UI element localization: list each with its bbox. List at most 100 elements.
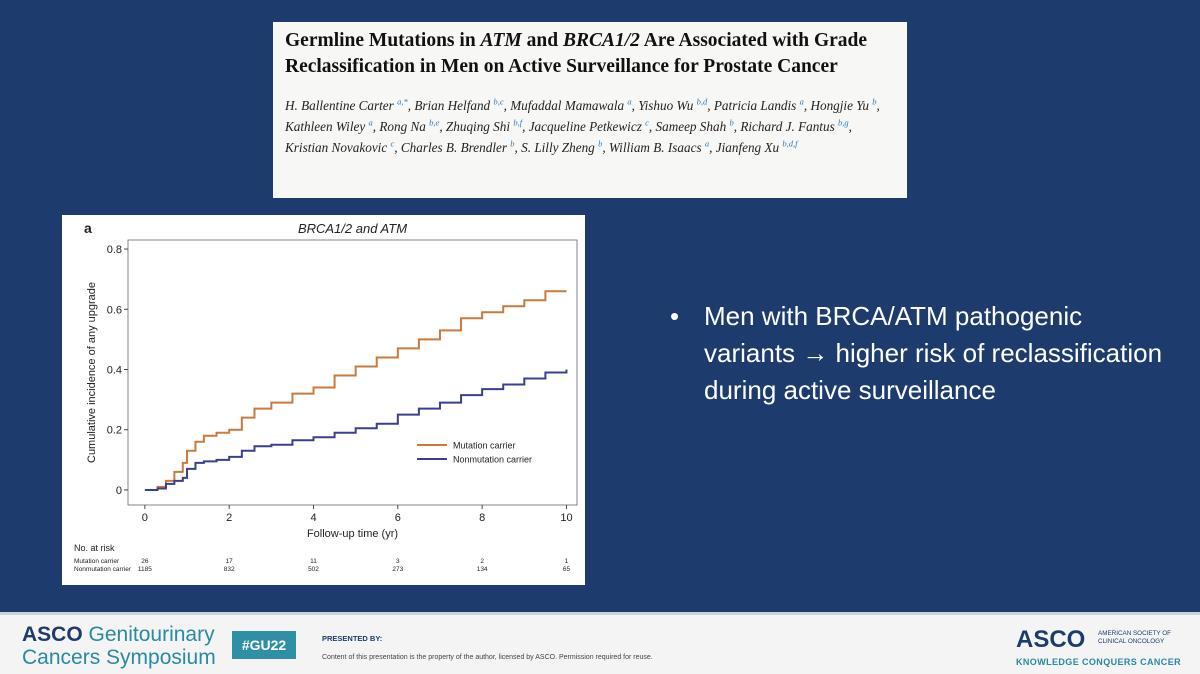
- society-line: CLINICAL ONCOLOGY: [1098, 638, 1165, 645]
- risk-value: 832: [224, 566, 235, 573]
- risk-value: 17: [226, 558, 234, 565]
- author: Brian Helfand b,c: [414, 97, 510, 114]
- author-name: Sameep Shah: [655, 119, 727, 135]
- paper-title: Germline Mutations in ATM and BRCA1/2 Ar…: [285, 28, 895, 80]
- society-line: AMERICAN SOCIETY OF: [1098, 630, 1172, 637]
- bullet: Men with BRCA/ATM pathogenic variants → …: [670, 298, 1164, 409]
- risk-value: 134: [477, 566, 488, 573]
- hashtag: #GU22: [232, 631, 296, 659]
- logo: ASCO: [1016, 626, 1086, 653]
- tagline: KNOWLEDGE CONQUERS CANCER: [1016, 657, 1182, 667]
- plot-frame: [127, 239, 578, 506]
- title-part: Germline Mutations in: [285, 30, 481, 51]
- title-part: and: [521, 30, 563, 51]
- author: Jacqueline Petkewicz c: [529, 117, 656, 134]
- risk-row-label: Mutation carrier: [74, 558, 120, 565]
- affiliation: c: [390, 138, 395, 149]
- author: Charles B. Brendler b: [400, 138, 521, 156]
- y-tick-label: 0.4: [107, 364, 122, 376]
- series-line: [144, 290, 567, 491]
- author: Hongjie Yu b: [810, 97, 879, 114]
- author: Rong Na b,e: [379, 117, 446, 134]
- meeting-name: Cancers Symposium: [22, 646, 216, 669]
- author: Richard J. Fantus b,g: [740, 118, 852, 135]
- risk-value: 2: [480, 558, 484, 565]
- risk-value: 65: [563, 566, 571, 573]
- x-tick-label: 2: [226, 512, 232, 524]
- x-tick-label: 6: [395, 512, 401, 524]
- title-part: ATM: [480, 30, 522, 51]
- x-tick-label: 8: [479, 512, 485, 524]
- org: ASCO: [22, 623, 83, 646]
- author-name: Jianfeng Xu: [715, 140, 780, 156]
- title-part: Are Associated with Grade Reclassificati…: [285, 30, 868, 77]
- legend-label: Nonmutation carrier: [453, 455, 532, 465]
- author-name: S. Lilly Zheng: [521, 140, 595, 156]
- author-list: H. Ballentine Carter a,*Brian Helfand b,…: [285, 94, 895, 157]
- affiliation: a,*: [397, 97, 408, 107]
- society: AMERICAN SOCIETY OF CLINICAL ONCOLOGY: [1098, 630, 1171, 646]
- affiliation: b: [510, 138, 515, 149]
- affiliation: b,f: [513, 117, 523, 128]
- author-name: William B. Isaacs: [608, 140, 702, 156]
- author-name: Yishuo Wu: [638, 98, 694, 114]
- author: H. Ballentine Carter a,*: [285, 97, 414, 114]
- risk-value: 273: [392, 566, 403, 573]
- author-name: Charles B. Brendler: [400, 140, 507, 156]
- affiliation: b,d: [696, 97, 708, 107]
- author-name: Hongjie Yu: [810, 98, 869, 114]
- y-tick-label: 0.6: [107, 304, 122, 316]
- author: Patricia Landis a: [713, 97, 811, 114]
- author: Kristian Novakovic c: [285, 138, 401, 156]
- risk-row-label: Nonmutation carrier: [74, 566, 132, 573]
- affiliation: b: [872, 97, 877, 107]
- x-axis-label: Follow-up time (yr): [307, 528, 398, 540]
- affiliation: a: [704, 138, 710, 149]
- affiliation: b,c: [493, 97, 504, 107]
- affiliation: b,e: [429, 117, 440, 128]
- author-name: Zhuqing Shi: [445, 119, 511, 135]
- y-tick-label: 0: [116, 485, 122, 497]
- affiliation: a: [368, 117, 373, 128]
- author-name: Richard J. Fantus: [740, 119, 835, 135]
- author-name: Patricia Landis: [713, 98, 797, 114]
- author: S. Lilly Zheng b: [521, 138, 609, 156]
- author-name: Mufaddal Mamawala: [510, 98, 625, 114]
- author-name: H. Ballentine Carter: [285, 98, 394, 114]
- author: Jianfeng Xu b,d,f: [715, 138, 798, 156]
- x-tick-label: 0: [142, 512, 148, 524]
- author-name: Kristian Novakovic: [285, 140, 388, 156]
- risk-value: 11: [310, 558, 317, 565]
- affiliation: b: [729, 117, 734, 128]
- author: Yishuo Wu b,d: [638, 97, 714, 114]
- legend-label: Mutation carrier: [453, 441, 516, 451]
- author: Kathleen Wiley a: [285, 117, 379, 135]
- affiliation: a: [627, 97, 632, 107]
- author-name: Brian Helfand: [414, 98, 491, 114]
- y-tick-label: 0.2: [107, 425, 122, 437]
- panel-label: a: [84, 220, 92, 236]
- author: Mufaddal Mamawala a: [510, 97, 638, 114]
- x-tick-label: 4: [310, 512, 316, 524]
- affiliation: c: [645, 117, 649, 128]
- affiliation: b: [598, 138, 603, 149]
- presented-by: PRESENTED BY:: [322, 634, 383, 643]
- footer: ASCO Genitourinary Cancers Symposium #GU…: [0, 612, 1200, 674]
- risk-value: 502: [308, 566, 319, 573]
- risk-value: 26: [141, 558, 149, 565]
- series-line: [144, 369, 568, 491]
- chart: a BRCA1/2 and ATM 0 0.2 0.4 0.6 0.8 0 2 4 6 8 10 Foll…: [74, 220, 578, 573]
- meeting-line: ASCO Genitourinary: [22, 623, 215, 647]
- chart-panel: a BRCA1/2 and ATM 0 0.2 0.4 0.6 0.8 0 2 4 6 8 10 Foll…: [62, 215, 585, 585]
- risk-table-title: No. at risk: [74, 543, 115, 553]
- y-axis-label: Cumulative incidence of any upgrade: [86, 282, 98, 463]
- author: Zhuqing Shi b,f: [445, 117, 529, 135]
- risk-value: 1: [565, 558, 569, 565]
- author-name: Kathleen Wiley: [285, 119, 366, 135]
- title-part: BRCA1/2: [562, 30, 640, 51]
- affiliation: b,d,f: [782, 138, 798, 149]
- disclaimer: Content of this presentation is the prop…: [322, 654, 653, 661]
- risk-value: 3: [396, 558, 400, 565]
- y-tick-label: 0.8: [107, 244, 122, 256]
